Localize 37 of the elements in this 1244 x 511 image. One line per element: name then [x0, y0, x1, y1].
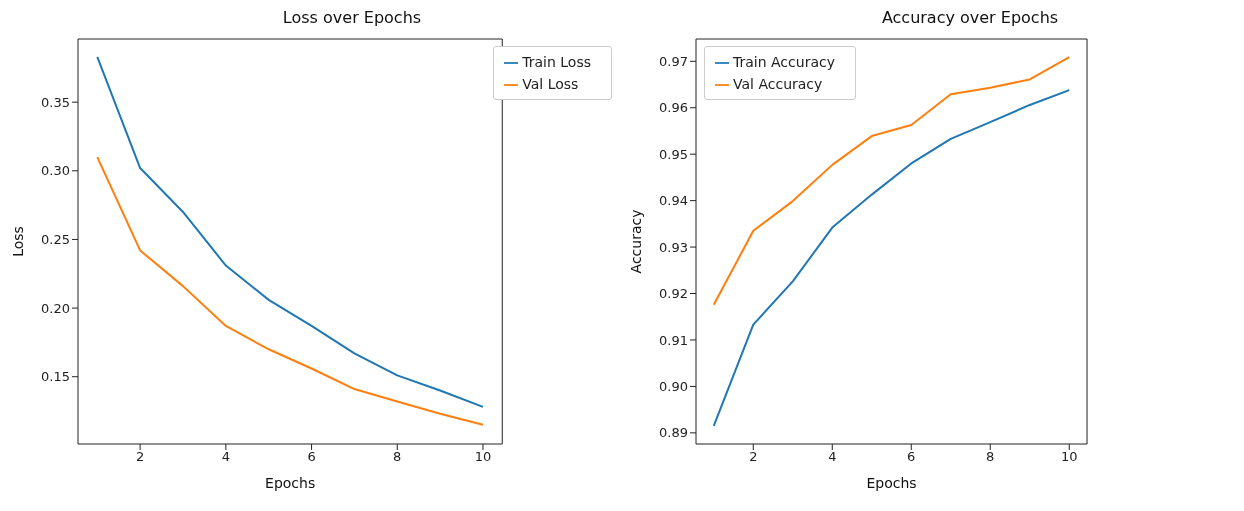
y-tick-label: 0.92 [659, 286, 688, 302]
line-series [96, 55, 484, 408]
x-tick-label: 10 [1060, 449, 1078, 465]
y-axis-title: Accuracy [627, 209, 644, 274]
x-tick-label: 4 [828, 449, 837, 465]
chart-title: Accuracy over Epochs [880, 8, 1060, 29]
y-tick-label: 0.94 [659, 193, 688, 209]
y-tick-label: 0.15 [41, 369, 70, 385]
y-tick-label: 0.93 [659, 239, 688, 255]
legend-label: Train Accuracy [733, 54, 835, 70]
legend-label: Val Accuracy [733, 76, 823, 92]
x-tick-label: 4 [221, 449, 230, 465]
y-tick-label: 0.96 [659, 100, 688, 116]
x-axis-title: Epochs [265, 475, 316, 491]
x-tick-label: 8 [393, 449, 402, 465]
y-tick-label: 0.90 [659, 379, 688, 395]
line-series [96, 156, 484, 426]
y-tick-label: 0.35 [41, 94, 70, 110]
legend-label: Train Loss [522, 54, 591, 70]
y-tick-label: 0.95 [659, 146, 688, 162]
x-tick-label: 6 [307, 449, 316, 465]
x-axis-title: Epochs [866, 475, 917, 491]
x-tick-label: 8 [986, 449, 995, 465]
y-axis-title: Loss [9, 226, 26, 257]
x-tick-label: 10 [474, 449, 492, 465]
legend-label: Val Loss [522, 76, 579, 92]
y-tick-label: 0.89 [659, 425, 688, 441]
x-tick-label: 2 [749, 449, 758, 465]
y-tick-label: 0.20 [41, 300, 70, 316]
y-tick-label: 0.91 [659, 332, 688, 348]
chart-title: Loss over Epochs [281, 8, 423, 29]
x-tick-label: 2 [136, 449, 145, 465]
y-tick-label: 0.30 [41, 163, 70, 179]
y-tick-label: 0.25 [41, 232, 70, 248]
x-tick-label: 6 [907, 449, 916, 465]
y-tick-label: 0.97 [659, 53, 688, 69]
line-series [712, 56, 1071, 306]
